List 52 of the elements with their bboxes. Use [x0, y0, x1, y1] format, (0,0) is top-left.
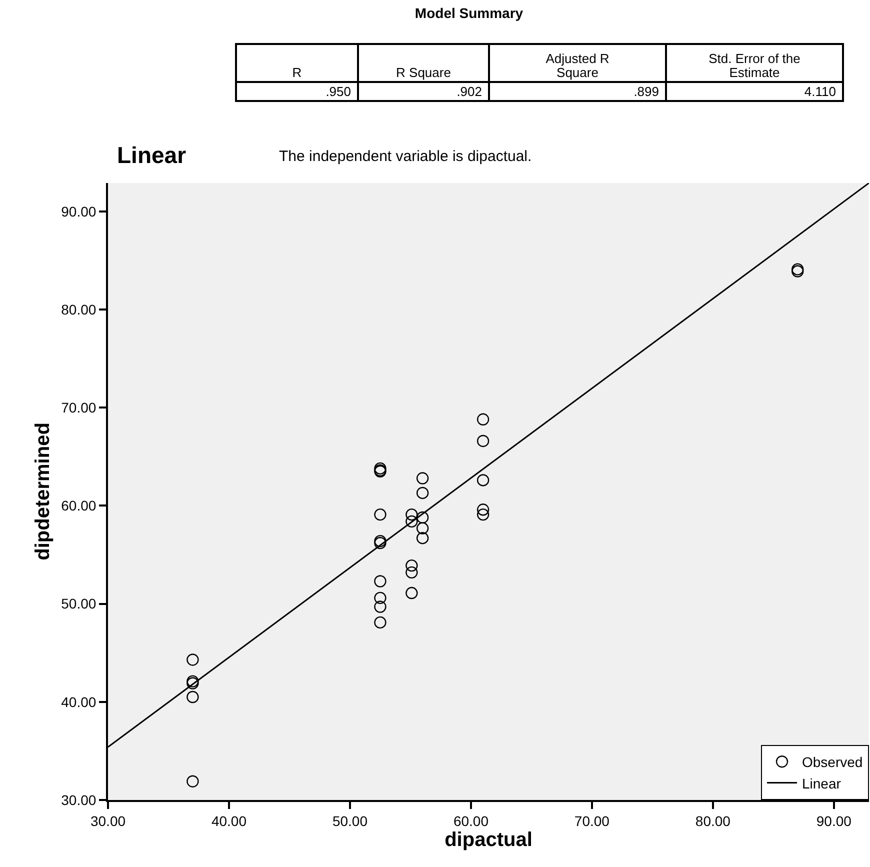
point — [416, 532, 429, 544]
point — [406, 508, 418, 521]
y-tick-label: 80.00 — [61, 301, 96, 318]
x-tick-label: 60.00 — [453, 812, 489, 829]
x-tick-label: 50.00 — [332, 812, 368, 829]
point — [186, 690, 199, 704]
y-tick-label: 40.00 — [61, 694, 96, 710]
point — [374, 592, 386, 604]
point — [476, 508, 490, 521]
text: The independent variable is dipactual. — [279, 148, 532, 165]
chart-title: Linear — [117, 142, 186, 169]
text: R — [291, 65, 303, 80]
legend-label: Observed — [802, 754, 863, 770]
point — [374, 600, 386, 613]
point — [406, 566, 418, 579]
y-tick-label: 70.00 — [61, 400, 96, 416]
point — [476, 413, 490, 426]
point — [416, 511, 429, 524]
y-tick-label: 60.00 — [61, 498, 96, 514]
point — [406, 515, 418, 528]
point — [374, 616, 386, 629]
text: Adjusted R Square — [544, 51, 610, 80]
x-tick-label: 90.00 — [816, 812, 852, 829]
point — [374, 575, 386, 588]
y-tick-label: 30.00 — [61, 792, 96, 808]
text: Std. Error of the Estimate — [708, 51, 802, 80]
legend-label: Linear — [802, 775, 842, 792]
x-tick-label: 40.00 — [211, 812, 247, 829]
text: .899 — [489, 82, 666, 101]
x-tick-label: 70.00 — [574, 812, 610, 829]
point — [406, 559, 418, 572]
point — [416, 486, 429, 500]
y-tick-label: 90.00 — [61, 203, 96, 220]
x-tick-label: 30.00 — [90, 812, 126, 829]
point — [476, 434, 490, 448]
text: R Square — [395, 65, 452, 80]
text: 4.110 — [666, 82, 843, 101]
point — [374, 508, 386, 521]
point — [476, 504, 490, 516]
text: .902 — [358, 82, 489, 101]
point — [476, 474, 490, 486]
x-tick-label: 80.00 — [695, 812, 731, 829]
point — [406, 586, 418, 600]
text: Model Summary — [414, 5, 524, 21]
point — [416, 522, 429, 534]
y-axis-title: dipdetermined — [32, 422, 54, 560]
y-tick-label: 50.00 — [61, 596, 96, 612]
text: .950 — [236, 82, 358, 101]
x-axis-title: dipactual — [444, 828, 532, 851]
point — [186, 775, 199, 788]
point — [416, 472, 429, 484]
point — [186, 654, 199, 666]
